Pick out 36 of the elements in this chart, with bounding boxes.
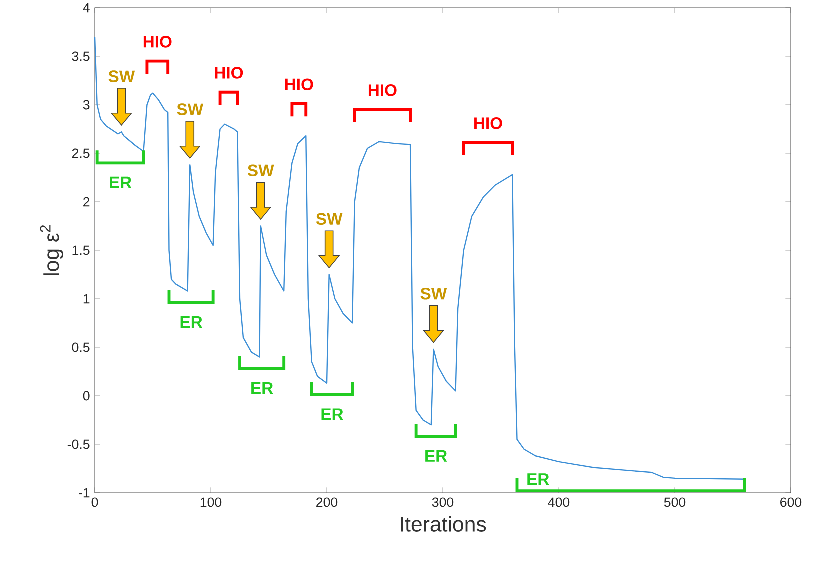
- x-tick-label: 300: [432, 498, 454, 508]
- annotation: HIO: [368, 84, 397, 96]
- annotation: SW: [420, 288, 448, 300]
- annotation: SW: [316, 213, 343, 226]
- x-tick-label: 100: [200, 498, 222, 508]
- y-tick-label: 3.5: [72, 52, 90, 62]
- y-tick-label: 1: [84, 294, 90, 304]
- annotation: ER: [180, 316, 203, 328]
- x-tick-label: 600: [780, 498, 802, 508]
- x-tick-label: 500: [664, 498, 686, 508]
- annotation: SW: [108, 70, 136, 82]
- y-tick-label: 4: [83, 3, 90, 13]
- annotation: ER: [322, 408, 344, 420]
- y-tick-label: 2.5: [72, 148, 90, 158]
- annotation: SW: [248, 164, 274, 177]
- y-tick-label: 1.5: [72, 246, 90, 256]
- annotation: ER: [252, 382, 274, 394]
- annotation: ER: [528, 474, 550, 486]
- y-tick-label: 0.5: [72, 342, 90, 352]
- annotation: ER: [426, 450, 448, 462]
- x-tick-label: 0: [92, 498, 98, 508]
- x-axis-title: Iterations: [401, 516, 486, 532]
- x-tick-label: 400: [548, 498, 570, 508]
- annotation: SW: [177, 104, 204, 116]
- y-tick-label: 2: [84, 197, 90, 207]
- annotation: HIO: [474, 118, 502, 130]
- annotation: ER: [110, 176, 132, 188]
- y-tick-label: 3: [83, 100, 90, 110]
- y-tick-label: 0: [83, 391, 90, 401]
- annotation: HIO: [144, 36, 172, 48]
- annotation: HIO: [215, 67, 244, 79]
- annotation: HIO: [285, 78, 314, 91]
- y-axis-title: log ε$^{2}$: [40, 225, 64, 276]
- y-tick-label: -1: [79, 488, 90, 498]
- x-tick-label: 200: [316, 498, 338, 508]
- y-tick-label: -0.5: [68, 440, 90, 450]
